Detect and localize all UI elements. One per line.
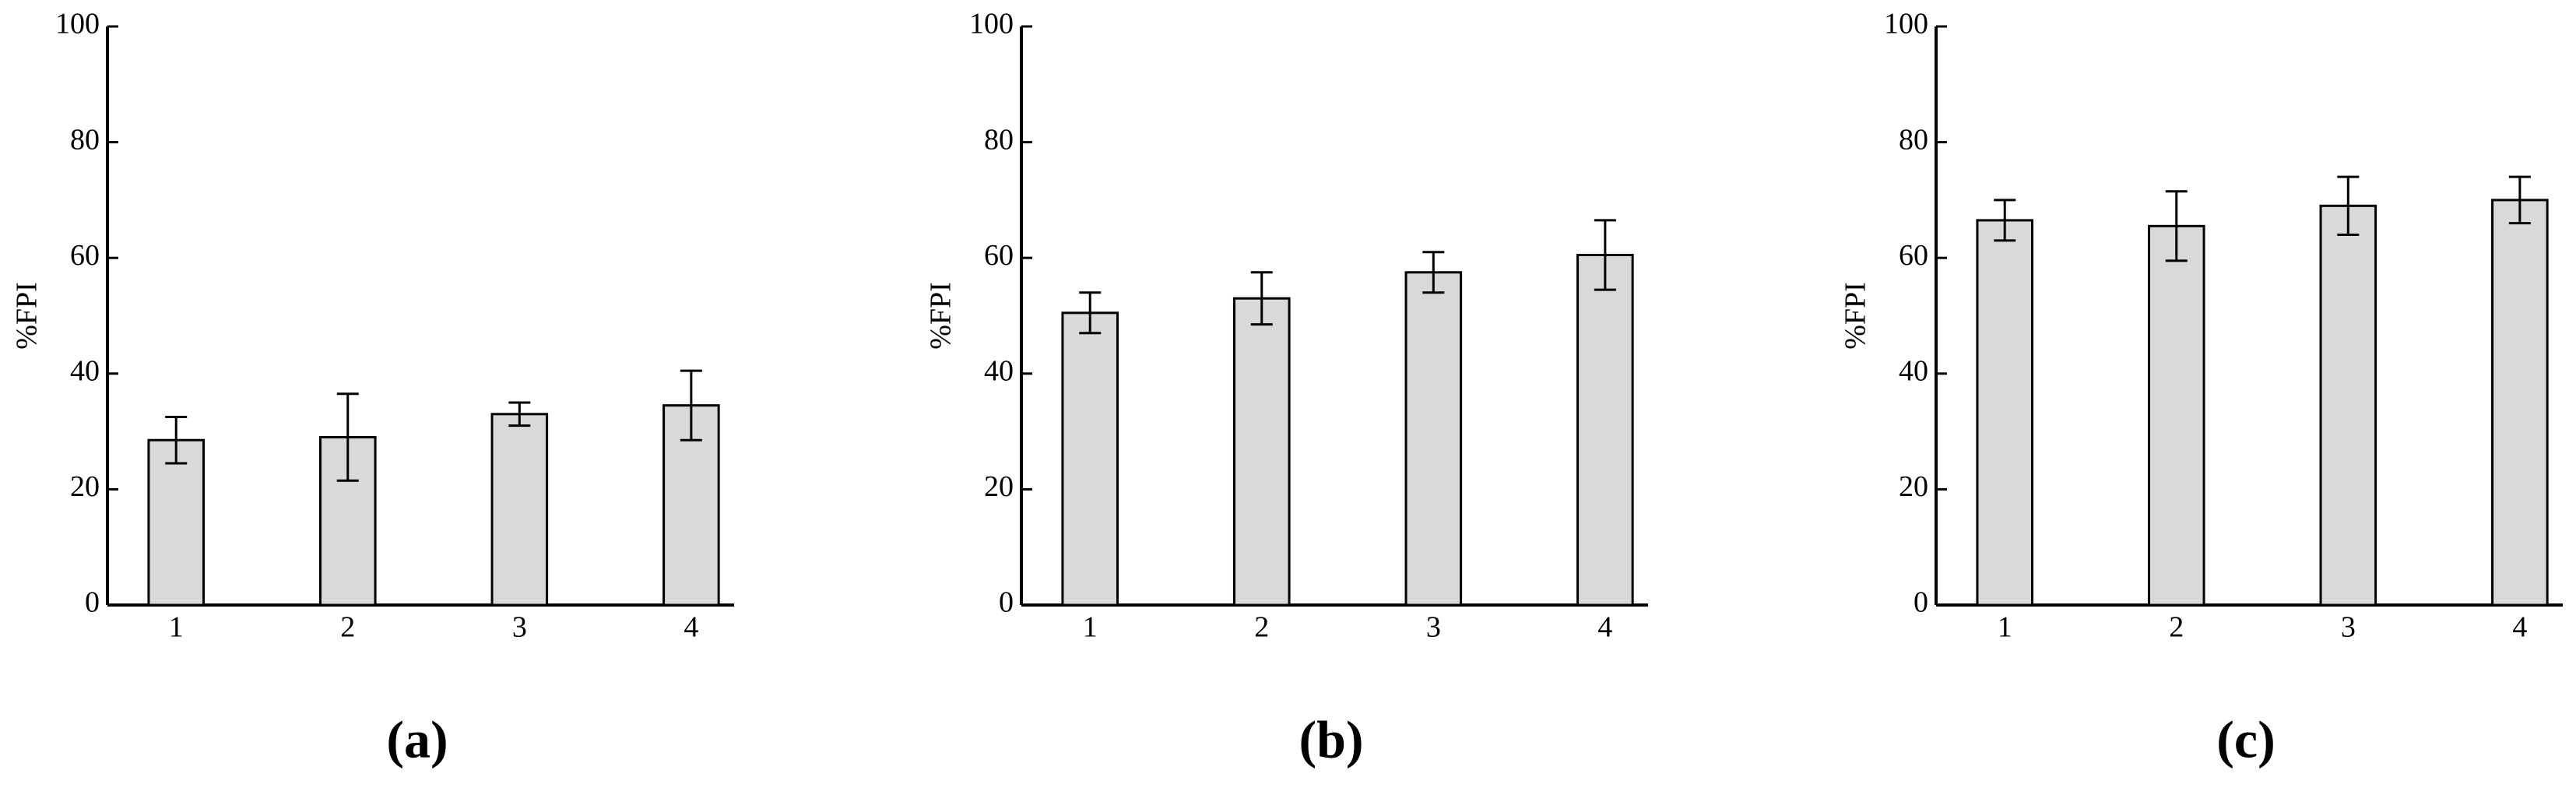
y-tick-label: 0: [999, 586, 1014, 619]
y-tick-label: 80: [70, 123, 100, 156]
y-tick-label: 80: [984, 123, 1014, 156]
y-tick-label: 80: [1899, 123, 1928, 156]
caption: (c): [2216, 710, 2275, 769]
bar: [1232, 297, 1291, 607]
bar: [490, 413, 549, 607]
y-tick-label: 60: [984, 239, 1014, 272]
x-tick-label: 3: [1426, 611, 1441, 644]
y-tick-label: 0: [85, 586, 100, 619]
bar: [1976, 219, 2034, 607]
caption: (b): [1299, 710, 1363, 769]
y-tick-label: 100: [1884, 8, 1928, 40]
y-tick-label: 20: [70, 470, 100, 503]
y-tick-label: 40: [1899, 355, 1928, 388]
bar: [147, 438, 206, 607]
y-tick-label: 100: [55, 8, 100, 40]
y-tick-label: 20: [984, 470, 1014, 503]
x-tick-label: 3: [512, 611, 527, 644]
x-tick-label: 4: [2512, 611, 2527, 644]
bar: [2147, 224, 2205, 607]
y-tick-label: 0: [1914, 586, 1928, 619]
bar: [1404, 271, 1463, 607]
y-axis-label: %FPI: [1840, 282, 1872, 350]
y-axis-label: %FPI: [925, 282, 958, 350]
bar: [2491, 199, 2549, 607]
bar: [1061, 311, 1119, 607]
y-tick-label: 100: [969, 8, 1014, 40]
x-tick-label: 2: [340, 611, 355, 644]
y-tick-label: 20: [1899, 470, 1928, 503]
y-tick-label: 40: [70, 355, 100, 388]
x-tick-label: 1: [1083, 611, 1098, 644]
bar: [1576, 253, 1634, 607]
x-tick-label: 2: [2169, 611, 2184, 644]
y-tick-label: 60: [1899, 239, 1928, 272]
x-tick-label: 1: [169, 611, 184, 644]
caption: (a): [386, 710, 448, 769]
x-tick-label: 2: [1254, 611, 1269, 644]
y-axis-label: %FPI: [11, 282, 44, 350]
bar: [662, 404, 720, 607]
y-tick-label: 60: [70, 239, 100, 272]
x-tick-label: 1: [1998, 611, 2012, 644]
x-tick-label: 4: [684, 611, 698, 644]
bar: [2319, 204, 2377, 607]
y-tick-label: 40: [984, 355, 1014, 388]
x-tick-label: 3: [2341, 611, 2356, 644]
x-tick-label: 4: [1597, 611, 1612, 644]
